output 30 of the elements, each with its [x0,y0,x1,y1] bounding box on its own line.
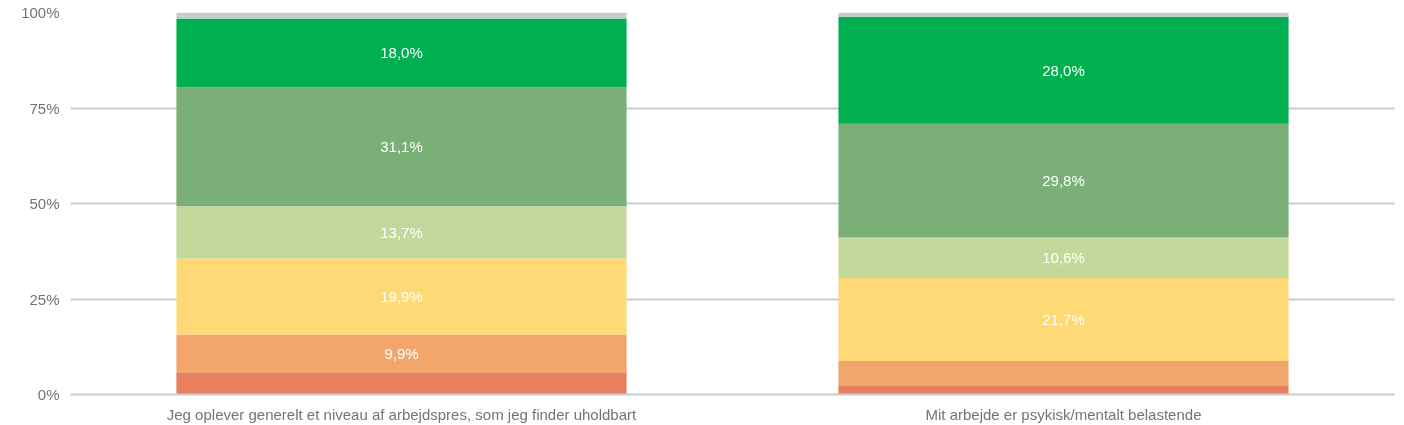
y-tick-label: 50% [29,195,60,212]
bar [838,237,1289,278]
bar [176,372,627,395]
y-tick-label: 75% [29,99,60,117]
y-tick-label: 0% [37,386,60,403]
x-tick-label: Jeg oplever generelt et niveau af arbejdspres, som jeg finder uholdbart [166,405,638,423]
bar [838,123,1289,238]
bar [838,12,1289,17]
bar [176,334,627,373]
bar [176,12,627,19]
data-label: 31,1% [380,138,423,156]
x-tick-label: Mit arbejde er psykisk/mentalt belastende [925,405,1202,423]
data-label: 28,0% [1042,61,1085,79]
y-tick-label: 25% [29,290,60,308]
data-label: 10,6% [1042,249,1085,267]
data-label: 9,9% [384,344,419,362]
data-label: 18,0% [380,44,423,62]
bar [176,206,627,259]
bar [838,16,1289,124]
bar [176,258,627,335]
y-tick-label: 100% [21,4,60,21]
bar [176,87,627,207]
bar [838,385,1289,395]
data-label: 29,8% [1042,172,1085,190]
data-label: 19,9% [380,288,423,306]
bar [838,277,1289,361]
data-label: 21,7% [1042,310,1085,328]
bar [838,360,1289,386]
bar [176,18,627,88]
data-label: 13,7% [380,223,423,241]
